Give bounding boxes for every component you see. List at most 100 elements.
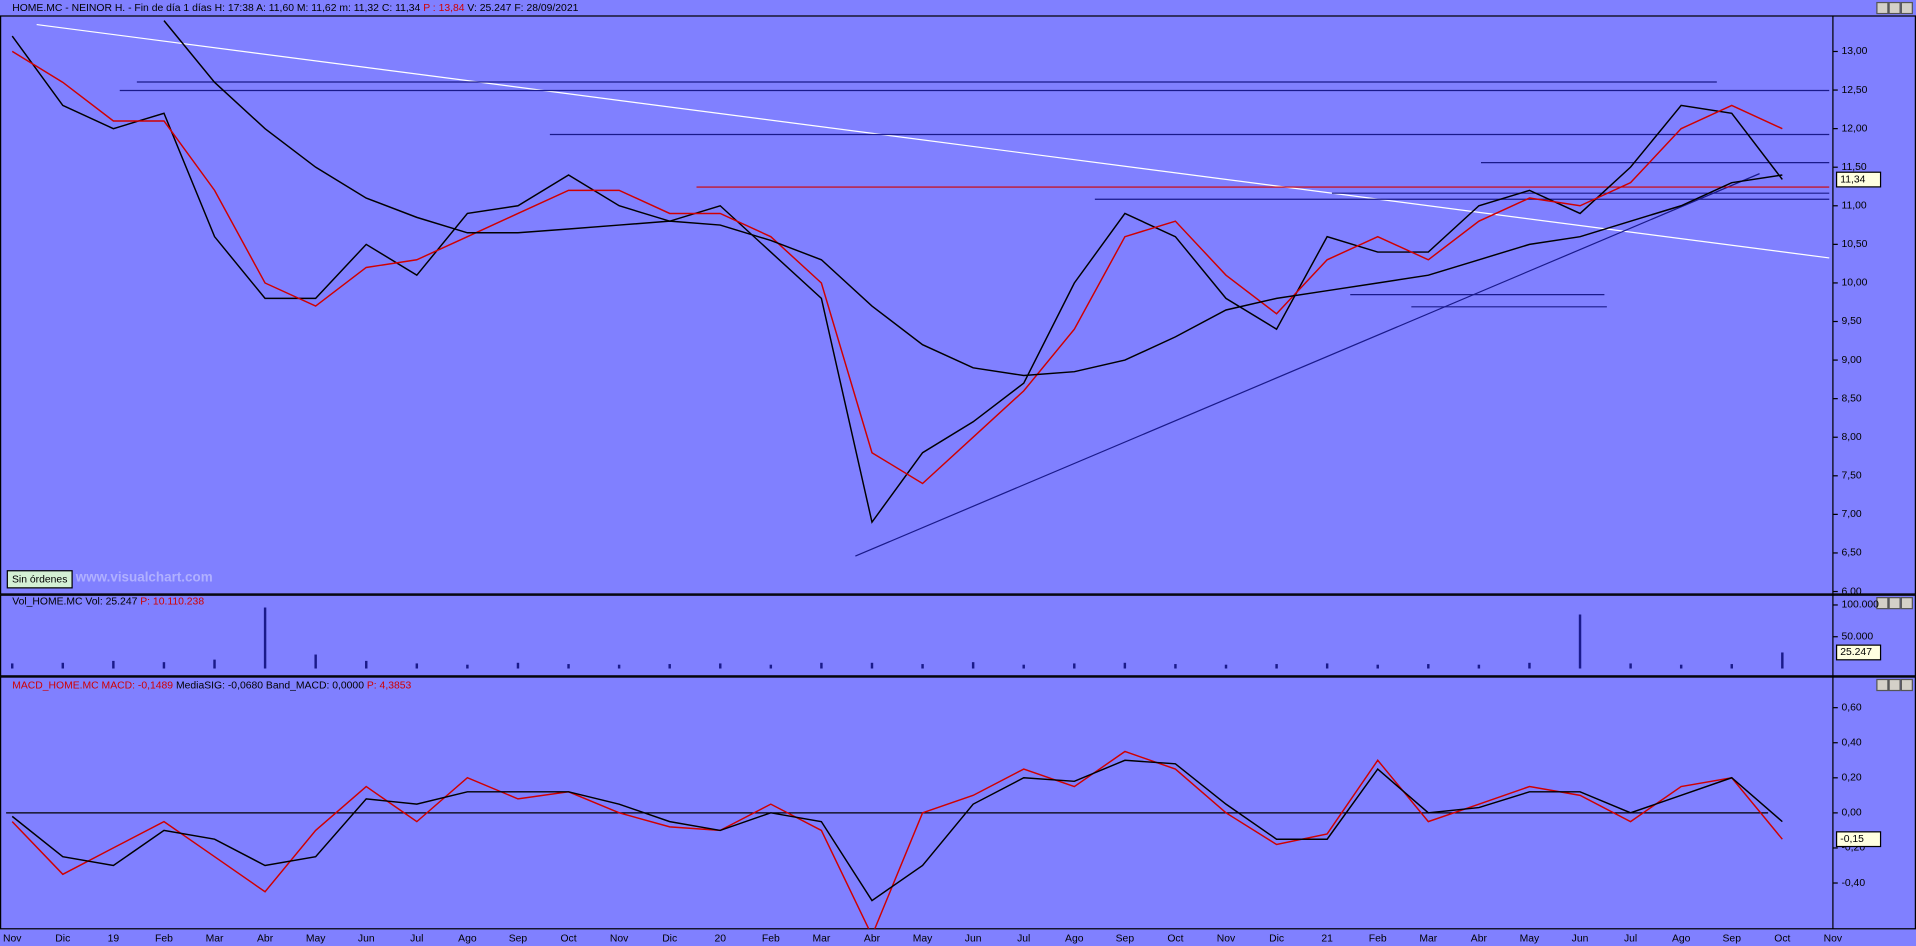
header-main: HOME.MC - NEINOR H. - Fin de día 1 días …: [12, 3, 420, 14]
volume-bar: [466, 664, 469, 669]
orders-button-label[interactable]: Sin órdenes: [12, 575, 67, 586]
volume-bar: [1376, 664, 1379, 669]
x-tick-label: Jul: [410, 933, 423, 944]
close-button[interactable]: [1900, 1, 1913, 15]
y-tick-label: 13,00: [1841, 46, 1867, 57]
volume-bar: [162, 662, 166, 669]
x-tick-label: Oct: [1167, 933, 1183, 944]
x-tick-label: Abr: [257, 933, 274, 944]
volume-bar: [1275, 664, 1278, 669]
watermark: www.visualchart.com: [75, 570, 213, 585]
macd-header-sig: MediaSIG: -0,0680 Band_MACD: 0,0000: [176, 680, 364, 691]
x-tick-label: Ago: [1672, 933, 1691, 944]
volume-header: Vol_HOME.MC Vol: 25.247 P: 10.110.238: [12, 596, 204, 607]
close-button[interactable]: [1900, 597, 1913, 610]
volume-bar: [1325, 663, 1329, 669]
volume-bar: [719, 663, 722, 669]
volume-bar: [1781, 652, 1784, 669]
x-tick-label: Sep: [1116, 933, 1135, 944]
x-tick-label: Ago: [1065, 933, 1084, 944]
x-tick-label: Dic: [55, 933, 70, 944]
volume-bar: [1073, 663, 1076, 669]
minimize-button[interactable]: [1876, 678, 1889, 692]
trend-line: [855, 173, 1760, 557]
series-line: [11, 750, 1783, 929]
x-tick-label: Oct: [1774, 933, 1790, 944]
last-value-label: 11,34: [1840, 174, 1865, 185]
y-tick-label: 6,50: [1841, 548, 1861, 559]
volume-bar: [1427, 664, 1430, 669]
macd-header-p: P: 4,3853: [367, 680, 412, 691]
header-rest: V: 25.247 F: 28/09/2021: [467, 3, 578, 14]
volume-bar: [567, 664, 570, 669]
maximize-button[interactable]: [1888, 678, 1901, 692]
x-tick-label: Dic: [1269, 933, 1284, 944]
y-tick-label: 11,50: [1841, 162, 1866, 173]
series-line: [11, 759, 1783, 902]
series-line: [11, 35, 1783, 524]
y-tick-label: 7,00: [1841, 509, 1861, 520]
volume-bar: [668, 664, 671, 669]
volume-bar: [1224, 664, 1228, 669]
trend-line: [36, 23, 1830, 259]
minimize-button[interactable]: [1876, 597, 1889, 610]
volume-bar: [1022, 664, 1025, 669]
last-value-label: -0,15: [1840, 834, 1864, 845]
plot-area: [11, 20, 1783, 524]
x-tick-label: Jun: [358, 933, 375, 944]
y-tick-label: 0,60: [1841, 702, 1861, 713]
series-line: [11, 50, 1783, 485]
x-tick-label: Nov: [1824, 933, 1843, 944]
macd-panel-border: [0, 676, 1916, 930]
plot-area: [6, 750, 1783, 929]
x-tick-label: Dic: [662, 933, 677, 944]
x-tick-label: Feb: [762, 933, 780, 944]
header-p: P : 13,84: [423, 3, 465, 14]
macd-header: MACD_HOME.MC MACD: -0,1489 MediaSIG: -0,…: [12, 680, 411, 691]
x-tick-label: May: [1520, 933, 1540, 944]
orders-button[interactable]: Sin órdenes: [6, 570, 73, 589]
volume-bar: [820, 662, 823, 669]
x-tick-label: Feb: [155, 933, 173, 944]
y-tick-label: 11,00: [1841, 201, 1866, 212]
x-tick-label: Nov: [1217, 933, 1236, 944]
close-button[interactable]: [1900, 678, 1913, 692]
series-line: [163, 20, 1783, 377]
maximize-button[interactable]: [1888, 1, 1901, 15]
y-tick-label: -0,40: [1841, 878, 1865, 889]
y-tick-label: 9,50: [1841, 316, 1861, 327]
x-tick-label: Jun: [1572, 933, 1589, 944]
x-tick-label: Jun: [965, 933, 982, 944]
y-tick-label: 0,20: [1841, 773, 1861, 784]
header-text: HOME.MC - NEINOR H. - Fin de día 1 días …: [12, 3, 578, 14]
y-tick-label: 12,00: [1841, 123, 1867, 134]
x-tick-label: May: [913, 933, 933, 944]
x-tick-label: May: [306, 933, 326, 944]
y-tick-label: 0,00: [1841, 808, 1861, 819]
y-tick-label: 9,00: [1841, 355, 1861, 366]
volume-bar: [61, 662, 65, 669]
x-tick-label: Sep: [509, 933, 528, 944]
y-tick-label: 8,50: [1841, 393, 1861, 404]
x-tick-label: Mar: [812, 933, 830, 944]
drawing-lines: [36, 23, 1830, 557]
volume-bar: [263, 607, 267, 669]
y-tick-label: 6,00: [1841, 586, 1861, 597]
x-tick-label: Abr: [864, 933, 881, 944]
last-value-box: [1835, 644, 1882, 661]
minimize-button[interactable]: [1876, 1, 1889, 15]
volume-bar: [112, 660, 115, 669]
price-panel-border: [0, 15, 1916, 595]
volume-bar: [921, 664, 924, 669]
volume-header-main: Vol_HOME.MC Vol: 25.247: [12, 596, 137, 607]
orders-button-box[interactable]: [6, 570, 73, 589]
volume-bar: [1578, 614, 1582, 669]
last-value-label: 25.247: [1840, 647, 1872, 658]
volume-bar: [213, 659, 216, 669]
x-tick-label: Mar: [206, 933, 224, 944]
x-tick-label: Abr: [1471, 933, 1488, 944]
window-buttons[interactable]: [1876, 1, 1913, 692]
x-tick-label: Nov: [3, 933, 22, 944]
maximize-button[interactable]: [1888, 597, 1901, 610]
volume-bar: [1679, 664, 1683, 669]
